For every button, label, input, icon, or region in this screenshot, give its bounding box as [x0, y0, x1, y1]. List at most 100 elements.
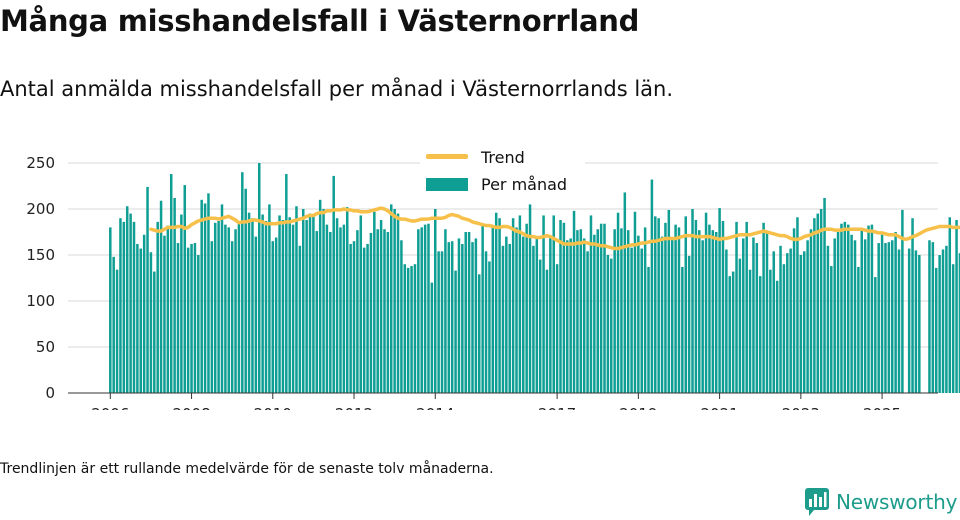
bar — [180, 214, 183, 393]
bar — [911, 218, 914, 393]
bar — [542, 215, 545, 393]
bar — [907, 248, 911, 393]
bar — [197, 255, 200, 393]
footnote: Trendlinjen är ett rullande medelvärde f… — [0, 461, 494, 477]
bar — [427, 223, 430, 393]
x-tick-label: 2025 — [863, 405, 901, 410]
bar — [850, 234, 853, 393]
bar — [745, 221, 748, 393]
bar — [887, 242, 891, 393]
bar — [782, 264, 786, 393]
bar — [318, 199, 322, 393]
bar — [291, 224, 295, 393]
bar — [366, 243, 369, 393]
bar — [166, 225, 170, 393]
bar — [650, 179, 654, 393]
bar — [863, 239, 867, 393]
x-tick-label: 2014 — [416, 405, 454, 410]
bar — [335, 218, 339, 393]
bar — [833, 238, 836, 393]
bar — [948, 217, 952, 393]
bar — [660, 236, 664, 393]
bar — [505, 236, 508, 393]
bar — [731, 271, 735, 393]
bar — [268, 204, 271, 393]
bar — [623, 192, 627, 393]
bar — [755, 243, 759, 393]
bar — [193, 243, 197, 393]
bar — [362, 247, 366, 393]
bar — [298, 245, 302, 393]
bar — [589, 215, 593, 393]
bar — [566, 240, 569, 393]
bar — [786, 253, 789, 393]
bar — [498, 218, 501, 393]
bar — [877, 243, 880, 393]
trend-series — [149, 206, 960, 251]
x-tick-label: 2006 — [91, 405, 129, 410]
bar — [928, 240, 931, 393]
bar — [434, 209, 437, 393]
bar — [681, 266, 684, 393]
bar — [400, 240, 403, 393]
bar — [579, 229, 583, 393]
bar — [647, 266, 650, 393]
brand-logo[interactable]: Newsworthy — [804, 487, 957, 517]
bar — [386, 232, 390, 393]
bar — [860, 229, 864, 393]
bar — [687, 255, 691, 393]
bar — [874, 277, 877, 393]
bar — [643, 227, 647, 393]
bar — [945, 245, 948, 393]
bar — [257, 163, 261, 393]
bar — [799, 255, 803, 393]
legend: Trend Per månad — [420, 146, 585, 202]
bar — [444, 229, 447, 393]
bar — [515, 227, 518, 393]
bar — [758, 276, 762, 393]
bar — [302, 209, 305, 393]
y-tick-label: 150 — [26, 246, 55, 264]
bar — [951, 264, 955, 393]
bar — [752, 237, 755, 393]
bar — [244, 188, 247, 393]
bar — [359, 215, 363, 393]
bar — [264, 220, 268, 393]
bar — [525, 223, 528, 393]
bar — [677, 227, 681, 393]
bar — [109, 227, 112, 393]
bar — [139, 248, 143, 393]
bar — [853, 240, 857, 393]
bar — [224, 224, 227, 393]
bar — [775, 280, 779, 393]
bar — [552, 215, 555, 393]
bar — [802, 251, 806, 393]
legend-bars-label: Per månad — [481, 175, 567, 194]
bar — [538, 259, 542, 393]
bar — [122, 221, 126, 393]
y-tick-label: 250 — [26, 154, 55, 172]
bar — [132, 221, 136, 393]
bar — [437, 251, 440, 393]
bar — [640, 248, 643, 393]
bar — [352, 241, 356, 393]
bar — [149, 252, 153, 393]
bar — [146, 186, 149, 393]
bar — [471, 242, 474, 393]
y-tick-label: 50 — [36, 338, 55, 356]
bar — [616, 212, 620, 393]
bar — [955, 220, 958, 393]
x-tick-label: 2019 — [619, 405, 657, 410]
bar — [535, 238, 539, 393]
bar — [119, 218, 122, 393]
bar — [488, 261, 491, 393]
bar — [522, 236, 525, 393]
bar — [701, 240, 704, 393]
bar — [176, 243, 180, 393]
bar — [467, 232, 471, 393]
bar — [285, 174, 288, 393]
bar — [728, 276, 731, 393]
bar — [867, 225, 870, 393]
bar — [633, 211, 637, 393]
bar — [156, 221, 159, 393]
